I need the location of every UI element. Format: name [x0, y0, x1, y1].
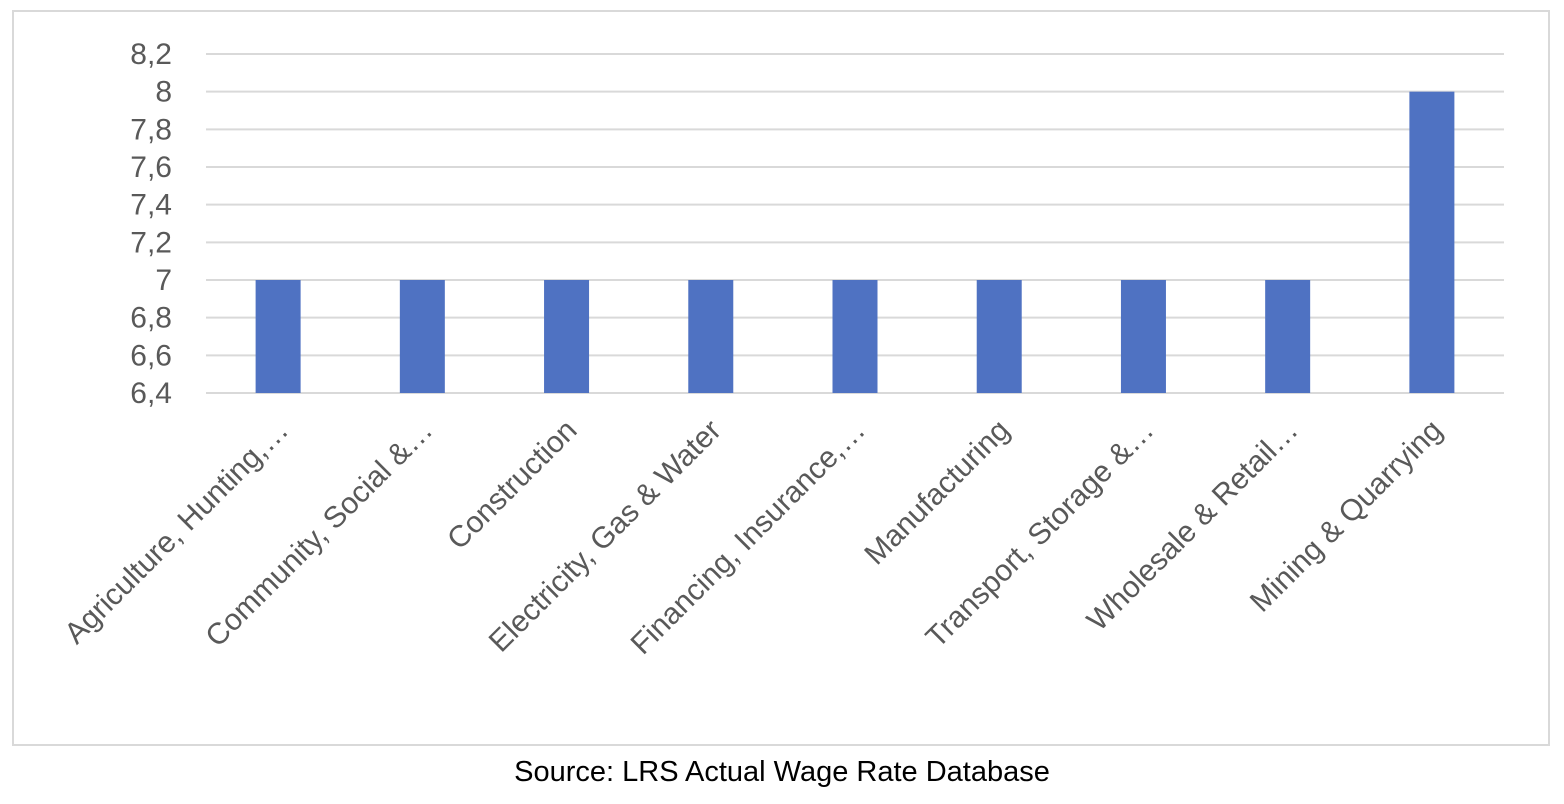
bar — [544, 280, 590, 393]
y-tick-label: 8,2 — [130, 38, 172, 71]
y-tick-label: 7,2 — [130, 226, 172, 259]
bars — [255, 91, 1455, 394]
y-axis-ticks: 6,4 6,6 6,8 7 7,2 7,4 7,6 7,8 8 8,2 — [130, 38, 172, 410]
x-category-label: Manufacturing — [858, 414, 1016, 572]
x-category-label: Construction — [441, 414, 583, 556]
bar — [1120, 280, 1166, 393]
bar — [1265, 280, 1311, 393]
x-category-label: Electricity, Gas & Water — [483, 414, 728, 659]
y-tick-label: 6,4 — [130, 377, 172, 410]
x-category-label: Financing, Insurance,… — [625, 414, 872, 661]
y-tick-label: 7,6 — [130, 151, 172, 184]
y-tick-label: 6,6 — [130, 339, 172, 372]
source-caption: Source: LRS Actual Wage Rate Database — [514, 756, 1050, 788]
bar — [399, 280, 445, 393]
y-tick-label: 7,4 — [130, 189, 172, 222]
bar — [688, 280, 734, 393]
y-tick-label: 7 — [155, 264, 172, 297]
bar — [255, 280, 301, 393]
bar — [832, 280, 878, 393]
x-axis-labels: Agriculture, Hunting,…Community, Social … — [58, 414, 1449, 661]
y-tick-label: 7,8 — [130, 113, 172, 146]
bar — [1409, 91, 1455, 394]
y-tick-label: 6,8 — [130, 302, 172, 335]
y-tick-label: 8 — [155, 76, 172, 109]
bar — [976, 280, 1022, 393]
